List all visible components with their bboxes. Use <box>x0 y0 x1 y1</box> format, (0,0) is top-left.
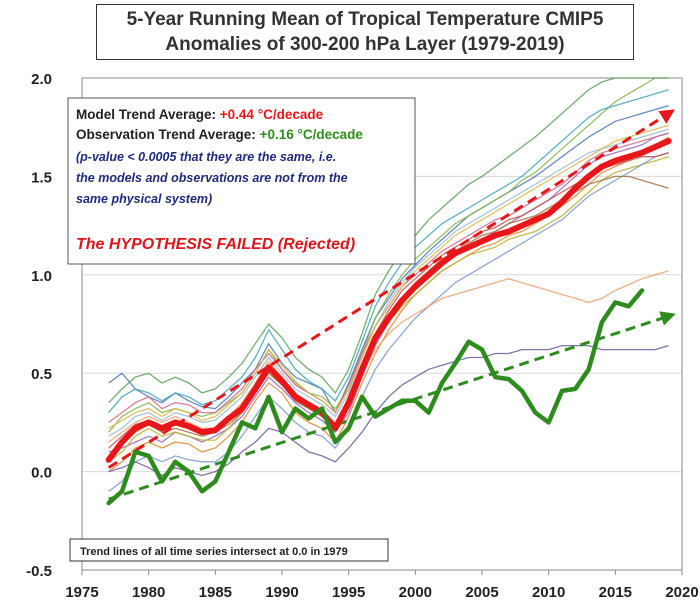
model-run-line <box>108 128 669 437</box>
x-tick-label: 1975 <box>65 584 98 601</box>
model-run-line <box>108 89 669 414</box>
x-tick-label: 2015 <box>599 584 632 601</box>
y-tick-label: -0.5 <box>26 563 52 580</box>
x-tick-label: 1980 <box>132 584 165 601</box>
obs-trend-value: +0.16 °C/decade <box>260 127 364 142</box>
model-mean-line <box>105 138 672 463</box>
main-series <box>105 138 672 506</box>
x-tick-label: 1990 <box>265 584 298 601</box>
model-trend-value: +0.44 °C/decade <box>220 107 324 122</box>
model-run-line <box>108 104 669 415</box>
x-tick-label: 2000 <box>399 584 432 601</box>
model-run-line <box>108 270 669 443</box>
y-tick-label: 0.5 <box>31 366 52 383</box>
model-run-line <box>108 136 670 473</box>
x-tick-label: 1985 <box>199 584 232 601</box>
x-tick-label: 1995 <box>332 584 365 601</box>
y-tick-label: 1.0 <box>31 268 52 285</box>
model-run-line <box>108 124 669 429</box>
hypothesis-verdict: The HYPOTHESIS FAILED (Rejected) <box>76 236 355 253</box>
y-tick-label: 1.5 <box>31 169 52 186</box>
footnote-box <box>69 538 389 562</box>
y-tick-label: 2.0 <box>31 71 52 88</box>
model-trend-text: Model Trend Average: +0.44 °C/decade <box>76 107 324 122</box>
x-axis-ticks: 1975 1980 1985 1990 1995 2000 2005 2010 2015 2020 <box>65 570 699 601</box>
y-tick-label: 0.0 <box>31 465 52 482</box>
pvalue-note-line-2: the models and observations are not from… <box>76 171 348 185</box>
model-run-line <box>108 77 669 433</box>
plot-area-frame <box>81 77 683 571</box>
model-run-line <box>108 152 669 492</box>
x-tick-label: 2005 <box>465 584 498 601</box>
footnote-text: Trend lines of all time series intersect… <box>80 546 348 558</box>
model-trend-line <box>107 109 676 469</box>
pvalue-note-line-1: (p-value < 0.0005 that they are the same… <box>76 150 336 164</box>
chart-title-line-2: Anomalies of 300-200 hPa Layer (1979-201… <box>165 34 565 55</box>
chart-title-box: 5-Year Running Mean of Tropical Temperat… <box>96 4 634 60</box>
obs-trend-text: Observation Trend Average: +0.16 °C/deca… <box>76 127 363 142</box>
observations-line <box>106 288 645 506</box>
x-tick-label: 2020 <box>665 584 698 601</box>
model-run-line <box>108 77 669 404</box>
chart-title-line-1: 5-Year Running Mean of Tropical Temperat… <box>126 9 604 30</box>
model-trend-label: Model Trend Average: <box>76 107 220 122</box>
annotation-box <box>67 97 416 265</box>
obs-trend-label: Observation Trend Average: <box>76 127 260 142</box>
x-tick-label: 2010 <box>532 584 565 601</box>
y-axis-ticks: -0.5 0.0 0.5 1.0 1.5 2.0 <box>26 71 52 580</box>
pvalue-note-line-3: same physical system) <box>76 192 212 206</box>
model-run-line <box>108 344 669 477</box>
